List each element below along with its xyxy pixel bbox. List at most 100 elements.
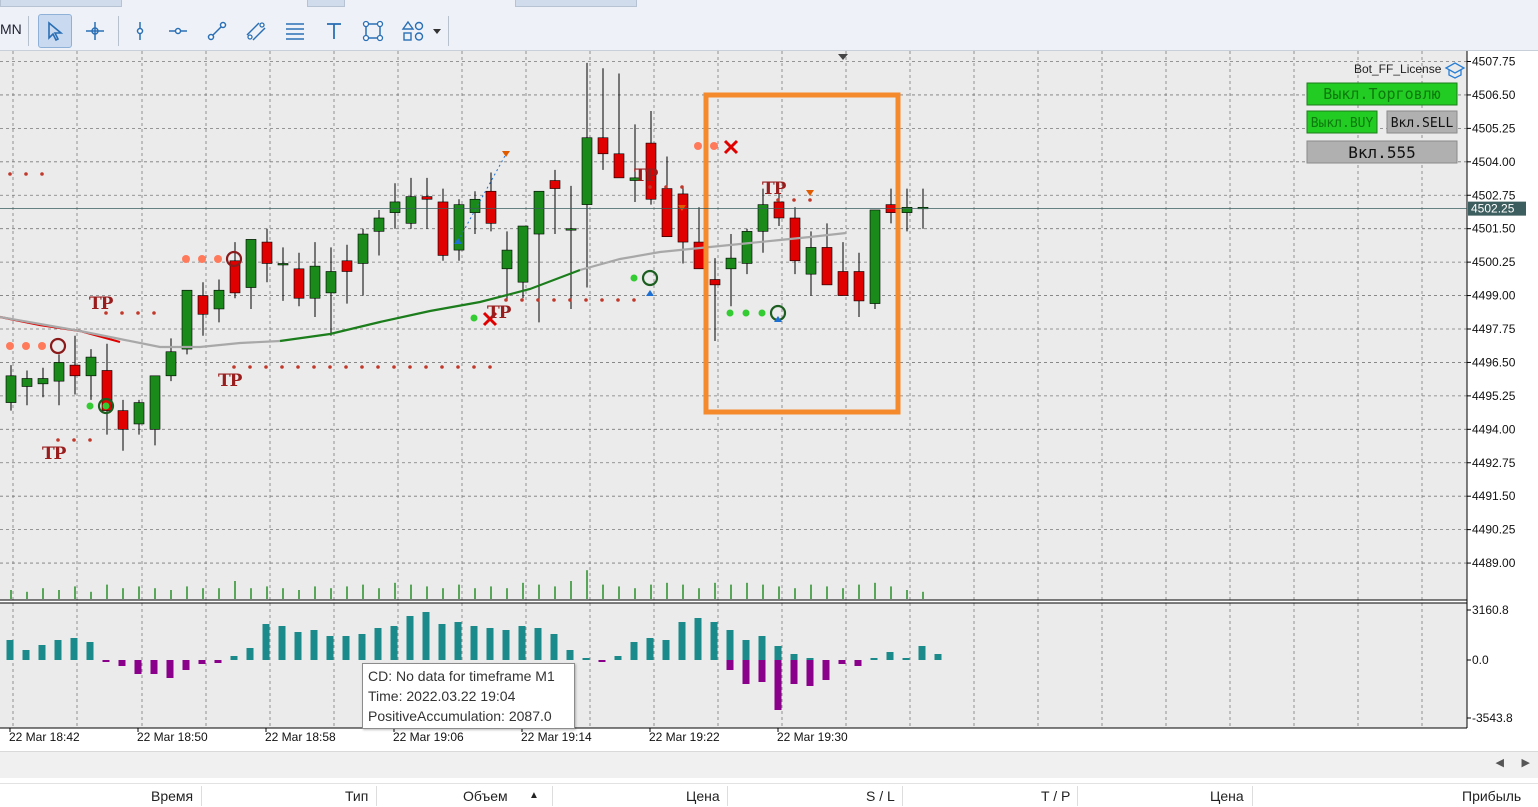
indicator-histogram-bar [854, 660, 862, 666]
toolbar-tab-strip [515, 0, 637, 7]
signal-dot [470, 314, 478, 322]
trailing-stop-dot [328, 365, 332, 369]
column-divider [552, 786, 553, 806]
indicator-axis-label: 3160.8 [1472, 603, 1509, 617]
channel-button[interactable] [239, 14, 273, 48]
close-x-icon [482, 311, 498, 327]
candle-body [53, 362, 65, 382]
trailing-stop-dot [72, 438, 76, 442]
time-axis-label: 22 Mar 19:30 [777, 730, 848, 744]
period-label-mn[interactable]: MN [0, 21, 22, 37]
indicator-histogram-bar [166, 660, 174, 678]
candle-body [133, 402, 145, 425]
toggle-555-button[interactable]: Вкл.555 [1306, 140, 1458, 164]
bot-control-panel: Bot_FF_License Выкл.Торговлю Выкл.BUY Вк… [1306, 62, 1466, 164]
column-header-stop-loss[interactable]: S / L [866, 788, 895, 804]
toggle-buy-label: Выкл.BUY [1311, 116, 1374, 131]
candle-body [613, 153, 625, 179]
toolbar-separator [118, 16, 119, 46]
signal-dot [6, 342, 14, 350]
cursor-button[interactable] [38, 14, 72, 48]
indicator-histogram-bar [598, 660, 606, 662]
column-divider [1252, 786, 1253, 806]
indicator-histogram-bar [454, 622, 462, 660]
indicator-tooltip: CD: No data for timeframe M1 Time: 2022.… [362, 663, 575, 729]
horizontal-line-button[interactable] [161, 14, 195, 48]
price-axis-label: 4502.75 [1472, 188, 1516, 202]
candle-body [709, 279, 721, 286]
drawing-toolbar: MN [0, 0, 1538, 51]
trend-line-icon [207, 21, 227, 41]
scroll-right-icon[interactable]: ▶ [1521, 757, 1530, 769]
price-axis-label: 4499.00 [1472, 289, 1516, 303]
time-axis-label: 22 Mar 18:58 [265, 730, 336, 744]
crosshair-button[interactable] [78, 14, 112, 48]
candle-body [453, 204, 465, 251]
shapes-button[interactable] [356, 14, 390, 48]
trailing-stop-dot [24, 172, 28, 176]
column-header-take-profit[interactable]: T / P [1041, 788, 1071, 804]
candle-body [901, 206, 913, 213]
column-header-current-price[interactable]: Цена [1210, 788, 1244, 804]
candle-body [773, 201, 785, 219]
trailing-stop-dot [776, 198, 780, 202]
candle-body [437, 201, 449, 256]
indicator-histogram-bar [118, 660, 126, 666]
indicator-histogram-bar [742, 640, 750, 660]
indicator-histogram-bar [342, 636, 350, 660]
column-header-price[interactable]: Цена [686, 788, 720, 804]
text-icon [327, 23, 341, 39]
price-axis-label: 4491.50 [1472, 489, 1516, 503]
indicator-histogram-bar [22, 650, 30, 660]
toggle-trading-button[interactable]: Выкл.Торговлю [1306, 82, 1458, 106]
highlight-box [703, 92, 901, 415]
trailing-stop-dot [536, 298, 540, 302]
indicator-histogram-bar [214, 660, 222, 663]
price-axis-label: 4494.00 [1472, 422, 1516, 436]
indicator-histogram-bar [646, 638, 654, 660]
trailing-stop-dot [648, 185, 652, 189]
text-button[interactable] [317, 14, 351, 48]
candle-body [821, 247, 833, 286]
price-chart[interactable]: TP TP TP TP TP TP 4507.75 4506.50 4505.25 4504.0… [0, 51, 1538, 751]
signal-dot [38, 342, 46, 350]
candles-layer [5, 62, 942, 710]
take-profit-label: TP [89, 294, 114, 314]
trend-line-button[interactable] [200, 14, 234, 48]
buy-arrow-icon [774, 316, 782, 322]
take-profit-label: TP [762, 179, 787, 199]
signal-overlay-layer: TP TP TP TP TP TP [0, 92, 901, 464]
candle-body [117, 410, 129, 430]
time-axis-label: 22 Mar 19:06 [393, 730, 464, 744]
column-header-type[interactable]: Тип [345, 788, 369, 804]
vertical-line-button[interactable] [123, 14, 157, 48]
price-axis-label: 4489.00 [1472, 556, 1516, 570]
toggle-buy-button[interactable]: Выкл.BUY [1306, 110, 1378, 134]
column-header-volume[interactable]: Объем [463, 788, 508, 804]
price-axis-label: 4507.75 [1472, 55, 1516, 69]
scroll-left-icon[interactable]: ◀ [1495, 757, 1504, 769]
column-header-profit[interactable]: Прибыль [1462, 788, 1522, 804]
toggle-sell-button[interactable]: Вкл.SELL [1386, 110, 1458, 134]
trailing-stop-dot [152, 311, 156, 315]
trailing-stop-dot [424, 365, 428, 369]
indicator-histogram-bar [470, 626, 478, 660]
chart-shift-marker[interactable] [838, 54, 848, 60]
price-axis-label: 4506.50 [1472, 88, 1516, 102]
trailing-stop-dot [552, 298, 556, 302]
column-header-time[interactable]: Время [151, 788, 194, 804]
trade-table-header: Время Тип Объем ▲ Цена S / L T / P Цена … [0, 783, 1538, 807]
price-axis-label: 4490.25 [1472, 523, 1516, 537]
candle-body [229, 260, 241, 294]
signal-dot [710, 142, 718, 150]
sort-ascending-icon: ▲ [529, 790, 539, 801]
candle-body [181, 289, 193, 350]
indicator-histogram-bar [358, 634, 366, 660]
fibonacci-button[interactable] [278, 14, 312, 48]
objects-dropdown-button[interactable] [396, 14, 446, 48]
sell-arrow-icon [678, 205, 686, 211]
trailing-stop-dot [56, 438, 60, 442]
trailing-stop-dot [520, 298, 524, 302]
chart-scrollbar[interactable]: ◀ ▶ [0, 751, 1538, 778]
candle-body [309, 265, 321, 299]
